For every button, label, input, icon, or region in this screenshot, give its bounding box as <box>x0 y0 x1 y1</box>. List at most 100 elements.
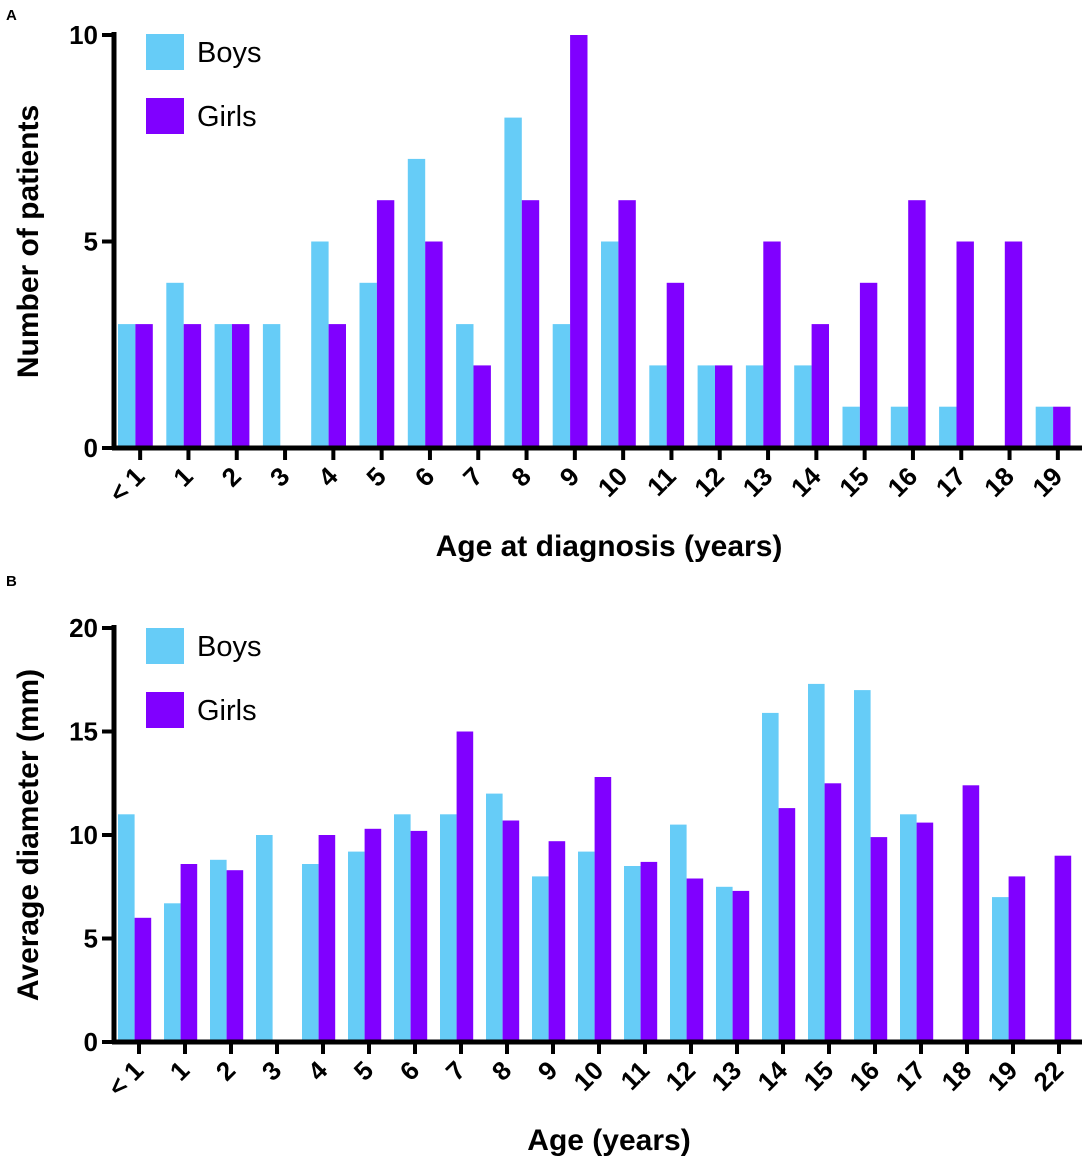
bar-boys-6 <box>394 814 411 1042</box>
bar-girls-13 <box>763 241 781 448</box>
x-tick-label: 3 <box>264 461 295 492</box>
bar-boys-4 <box>302 864 319 1042</box>
bar-girls-2 <box>226 870 244 1042</box>
bar-girls-16 <box>908 200 926 448</box>
bar-boys-8 <box>504 117 522 448</box>
x-tick-label: 17 <box>930 461 972 503</box>
bar-boys-16 <box>854 690 871 1042</box>
x-tick-label: 6 <box>409 461 440 492</box>
y-axis-title: Average diameter (mm) <box>12 669 45 1001</box>
bar-boys-9 <box>552 324 571 448</box>
x-tick-label: 4 <box>312 461 344 493</box>
x-tick-label: 18 <box>936 1055 978 1097</box>
bar-boys-12 <box>697 365 715 448</box>
bar-boys-0 <box>118 324 136 448</box>
x-tick-label: 9 <box>532 1055 563 1086</box>
bar-girls-12 <box>715 365 733 448</box>
bar-girls-11 <box>666 282 685 448</box>
bar-boys-16 <box>890 406 909 448</box>
bar-boys-19 <box>1035 406 1054 448</box>
bar-boys-6 <box>407 158 426 448</box>
bar-girls-18 <box>1004 241 1023 448</box>
bar-boys-19 <box>992 897 1009 1042</box>
x-tick-label: 19 <box>1026 461 1068 503</box>
x-tick-label: 15 <box>833 461 875 503</box>
bar-girls-18 <box>962 785 980 1042</box>
bar-girls-11 <box>640 861 658 1042</box>
bar-girls-15 <box>824 783 842 1043</box>
bar-boys-14 <box>794 365 812 448</box>
x-tick-label: 22 <box>1028 1055 1070 1097</box>
bar-girls-10 <box>618 200 636 448</box>
x-tick-label: 13 <box>706 1055 748 1097</box>
y-tick-label: 5 <box>84 227 98 257</box>
bar-girls-10 <box>594 777 612 1042</box>
bar-boys-10 <box>601 241 619 448</box>
bar-boys-15 <box>808 683 825 1042</box>
bar-girls-7 <box>456 731 474 1042</box>
x-tick-label: 8 <box>505 461 536 492</box>
legend: Boys Girls <box>146 34 261 134</box>
legend-swatch-boys <box>146 628 184 664</box>
x-tick-label: 4 <box>302 1055 334 1087</box>
x-tick-label: 2 <box>216 461 247 492</box>
bar-boys-2 <box>210 859 227 1042</box>
bar-girls-15 <box>859 282 878 448</box>
bar-girls-8 <box>521 200 540 448</box>
bar-girls-1 <box>183 324 202 448</box>
bar-girls-13 <box>732 890 750 1042</box>
x-tick-label: 18 <box>978 461 1020 503</box>
bar-boys-3 <box>262 324 281 448</box>
bar-boys-17 <box>900 814 917 1042</box>
bar-girls-1 <box>180 864 198 1042</box>
bar-boys-1 <box>164 903 181 1042</box>
bar-girls-17 <box>956 241 974 448</box>
bar-boys-9 <box>532 876 549 1042</box>
x-tick-label: 3 <box>256 1055 287 1086</box>
bar-boys-13 <box>745 365 764 448</box>
x-tick-label: 14 <box>785 461 827 503</box>
x-tick-label: 19 <box>982 1055 1024 1097</box>
bar-girls-14 <box>778 808 796 1042</box>
bar-girls-4 <box>328 324 346 448</box>
bar-girls-0 <box>135 324 153 448</box>
panel-label: A <box>6 7 17 24</box>
x-tick-label: 8 <box>486 1055 517 1086</box>
bar-girls-19 <box>1053 406 1071 448</box>
bar-girls-0 <box>134 917 152 1042</box>
x-tick-label: 12 <box>660 1055 702 1097</box>
bar-boys-4 <box>311 241 329 448</box>
x-tick-label: 10 <box>568 1055 610 1097</box>
bar-boys-7 <box>456 324 474 448</box>
y-tick-label: 0 <box>84 1027 98 1057</box>
bar-girls-9 <box>548 841 566 1042</box>
x-tick-label: 5 <box>348 1055 379 1086</box>
legend-swatch-girls <box>146 98 184 134</box>
x-tick-label: 16 <box>882 461 924 503</box>
legend-swatch-girls <box>146 692 184 728</box>
bar-girls-20 <box>1054 855 1072 1042</box>
bar-boys-12 <box>670 824 687 1042</box>
bar-boys-5 <box>348 851 365 1042</box>
x-tick-label: 12 <box>688 461 730 503</box>
y-tick-label: 0 <box>84 433 98 463</box>
bar-girls-19 <box>1008 876 1026 1042</box>
y-tick-label: 10 <box>69 820 98 850</box>
bar-girls-17 <box>916 822 934 1042</box>
x-axis-title: Age at diagnosis (years) <box>436 530 783 563</box>
bar-girls-16 <box>870 837 888 1042</box>
legend-label-boys: Boys <box>197 631 261 663</box>
y-axis-title: Number of patients <box>12 105 45 378</box>
x-tick-label: 16 <box>844 1055 886 1097</box>
x-tick-label: 6 <box>394 1055 425 1086</box>
legend-swatch-boys <box>146 34 184 70</box>
x-tick-label: 11 <box>615 1055 656 1096</box>
bar-girls-6 <box>410 830 428 1042</box>
bar-girls-5 <box>376 200 395 448</box>
bar-girls-14 <box>811 324 829 448</box>
panel-label: B <box>6 573 17 590</box>
x-tick-label: 11 <box>641 461 682 502</box>
